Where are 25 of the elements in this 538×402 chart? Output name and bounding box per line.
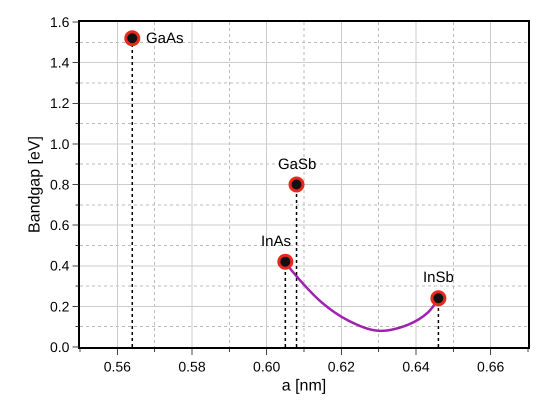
annotation: InSb	[423, 269, 454, 286]
x-tick-label: 0.66	[477, 358, 505, 375]
y-tick-label: 0.8	[50, 176, 70, 192]
y-tick-label: 0.2	[50, 298, 70, 314]
x-tick-label: 0.60	[253, 358, 281, 375]
x-axis-title: a [nm]	[282, 378, 326, 395]
point	[124, 30, 140, 46]
x-tick-label: 0.64	[402, 358, 430, 375]
annotation: GaAs	[146, 30, 184, 47]
point	[288, 176, 305, 192]
y-tick-label: 1.2	[50, 95, 70, 112]
y-tick-label: 0.6	[50, 217, 70, 234]
x-tick-label: 0.62	[328, 358, 356, 375]
y-tick-label: 0.0	[50, 338, 70, 355]
point	[430, 290, 446, 306]
y-axis-title: Bandgap [eV]	[26, 136, 44, 233]
point	[277, 254, 294, 270]
y-tick-label: 1.0	[50, 136, 70, 152]
x-tick-label: 0.56	[104, 358, 132, 375]
y-tick-label: 1.6	[50, 14, 70, 30]
y-tick-label: 1.4	[50, 54, 70, 71]
annotation: GaSb	[278, 156, 316, 173]
y-tick-label: 0.4	[50, 258, 70, 274]
x-tick-label: 0.58	[178, 358, 206, 375]
annotation: InAs	[261, 233, 292, 250]
